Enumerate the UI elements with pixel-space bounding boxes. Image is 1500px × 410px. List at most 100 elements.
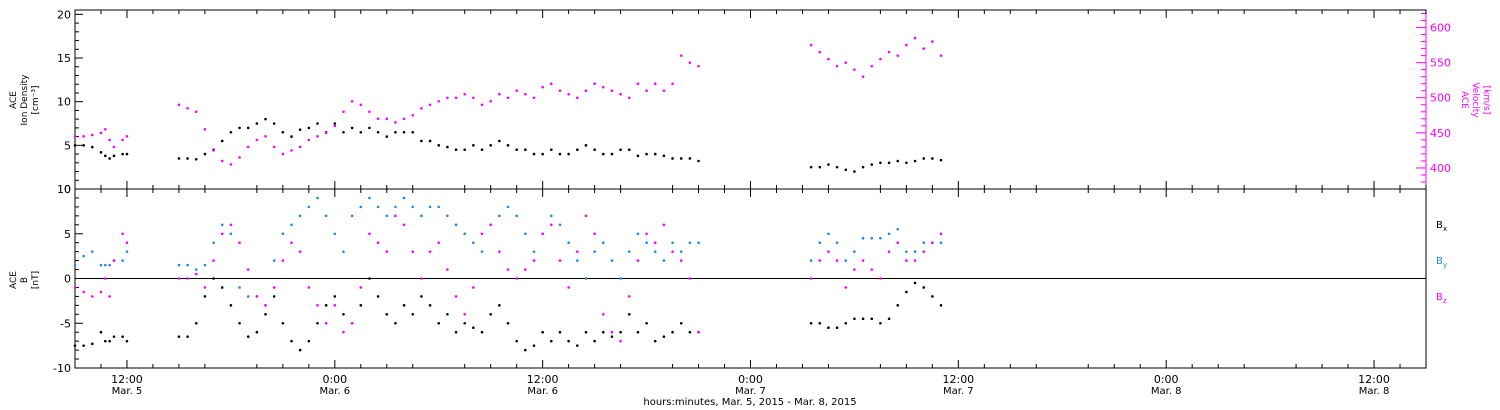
field-point xyxy=(82,290,85,294)
field-point xyxy=(679,250,683,253)
field-point xyxy=(411,205,415,209)
legend-subscript: x xyxy=(1443,225,1447,233)
field-point xyxy=(697,330,700,334)
field-point xyxy=(220,223,224,227)
field-point xyxy=(437,241,441,244)
field-point xyxy=(472,326,475,330)
field-point xyxy=(376,241,380,244)
field-point xyxy=(844,321,848,325)
density-velocity-point xyxy=(827,57,830,61)
density-velocity-point xyxy=(272,122,276,125)
velocity-tick-label: 400 xyxy=(1430,162,1451,175)
date-tick-label: Mar. 6 xyxy=(319,386,350,397)
velocity-ylabel-line-3: [km/s] xyxy=(1481,86,1491,115)
density-velocity-point xyxy=(558,89,562,93)
field-point xyxy=(922,250,926,253)
density-velocity-point xyxy=(905,161,908,165)
field-point xyxy=(498,250,501,253)
field-point xyxy=(896,227,900,231)
density-velocity-point xyxy=(112,145,116,149)
field-point xyxy=(394,321,397,325)
density-velocity-point xyxy=(350,126,354,130)
density-ylabel-line-2: Ion Density xyxy=(20,74,30,126)
density-velocity-point xyxy=(342,110,345,114)
density-velocity-point xyxy=(446,145,449,149)
field-ylabel-line-3: [nT] xyxy=(31,271,41,289)
field-point xyxy=(662,335,666,338)
density-velocity-point xyxy=(238,156,241,159)
field-point xyxy=(342,313,345,316)
field-point xyxy=(489,313,492,316)
field-point xyxy=(220,232,224,236)
field-point xyxy=(212,277,215,280)
field-point xyxy=(835,326,839,330)
field-point xyxy=(177,263,181,267)
field-point xyxy=(515,277,518,280)
density-velocity-point xyxy=(575,148,579,152)
density-velocity-point xyxy=(524,92,527,96)
field-point xyxy=(532,259,536,262)
density-velocity-point xyxy=(264,117,267,121)
density-velocity-point xyxy=(428,139,432,143)
density-velocity-point xyxy=(939,158,943,162)
field-point xyxy=(220,286,224,289)
density-tick-label: 0 xyxy=(64,183,71,196)
field-point xyxy=(827,326,830,330)
density-velocity-point xyxy=(532,152,536,156)
field-point xyxy=(636,232,640,236)
field-point xyxy=(454,295,458,298)
field-point xyxy=(688,241,692,244)
legend-subscript: y xyxy=(1443,261,1447,269)
field-point xyxy=(575,250,579,253)
field-point xyxy=(177,277,181,280)
field-point xyxy=(99,330,103,334)
velocity-tick-label: 600 xyxy=(1430,22,1451,35)
field-point xyxy=(385,250,389,253)
field-point xyxy=(186,277,189,280)
density-velocity-point xyxy=(186,106,189,110)
legend-subscript: z xyxy=(1443,297,1447,305)
density-velocity-point xyxy=(697,159,700,163)
density-velocity-point xyxy=(870,64,874,68)
field-point xyxy=(827,250,830,253)
density-velocity-point xyxy=(931,40,934,43)
field-point xyxy=(844,259,848,262)
field-point xyxy=(550,214,553,218)
time-tick-label: 12:00 xyxy=(111,373,143,386)
density-velocity-point xyxy=(601,85,605,89)
field-point xyxy=(671,241,674,244)
field-point xyxy=(636,259,640,262)
density-velocity-point xyxy=(411,130,415,134)
field-point xyxy=(610,335,614,338)
density-velocity-point xyxy=(359,103,363,107)
field-point xyxy=(99,290,103,294)
field-point xyxy=(91,250,94,253)
field-point xyxy=(619,339,622,343)
field-point xyxy=(91,295,94,298)
field-point xyxy=(238,286,241,289)
field-point xyxy=(324,321,328,325)
field-point xyxy=(104,263,107,267)
field-point xyxy=(73,286,77,289)
density-velocity-point xyxy=(290,149,293,152)
field-point xyxy=(541,232,544,236)
field-point xyxy=(472,241,475,244)
density-velocity-point xyxy=(272,145,276,149)
field-point xyxy=(298,250,302,253)
field-point xyxy=(394,205,397,209)
field-point xyxy=(532,250,536,253)
field-point xyxy=(671,250,674,253)
field-point xyxy=(121,232,124,236)
date-tick-label: Mar. 7 xyxy=(735,386,766,397)
time-tick-label: 12:00 xyxy=(527,373,559,386)
density-velocity-point xyxy=(541,85,544,89)
field-point xyxy=(333,304,337,307)
density-velocity-point xyxy=(480,148,484,152)
field-point xyxy=(376,205,380,209)
field-point xyxy=(324,304,328,307)
field-point xyxy=(653,241,657,244)
density-velocity-point xyxy=(662,154,666,158)
field-point xyxy=(368,277,371,280)
field-ticks: -10 -5 0 5 10 xyxy=(53,183,83,375)
density-velocity-point xyxy=(316,135,319,138)
